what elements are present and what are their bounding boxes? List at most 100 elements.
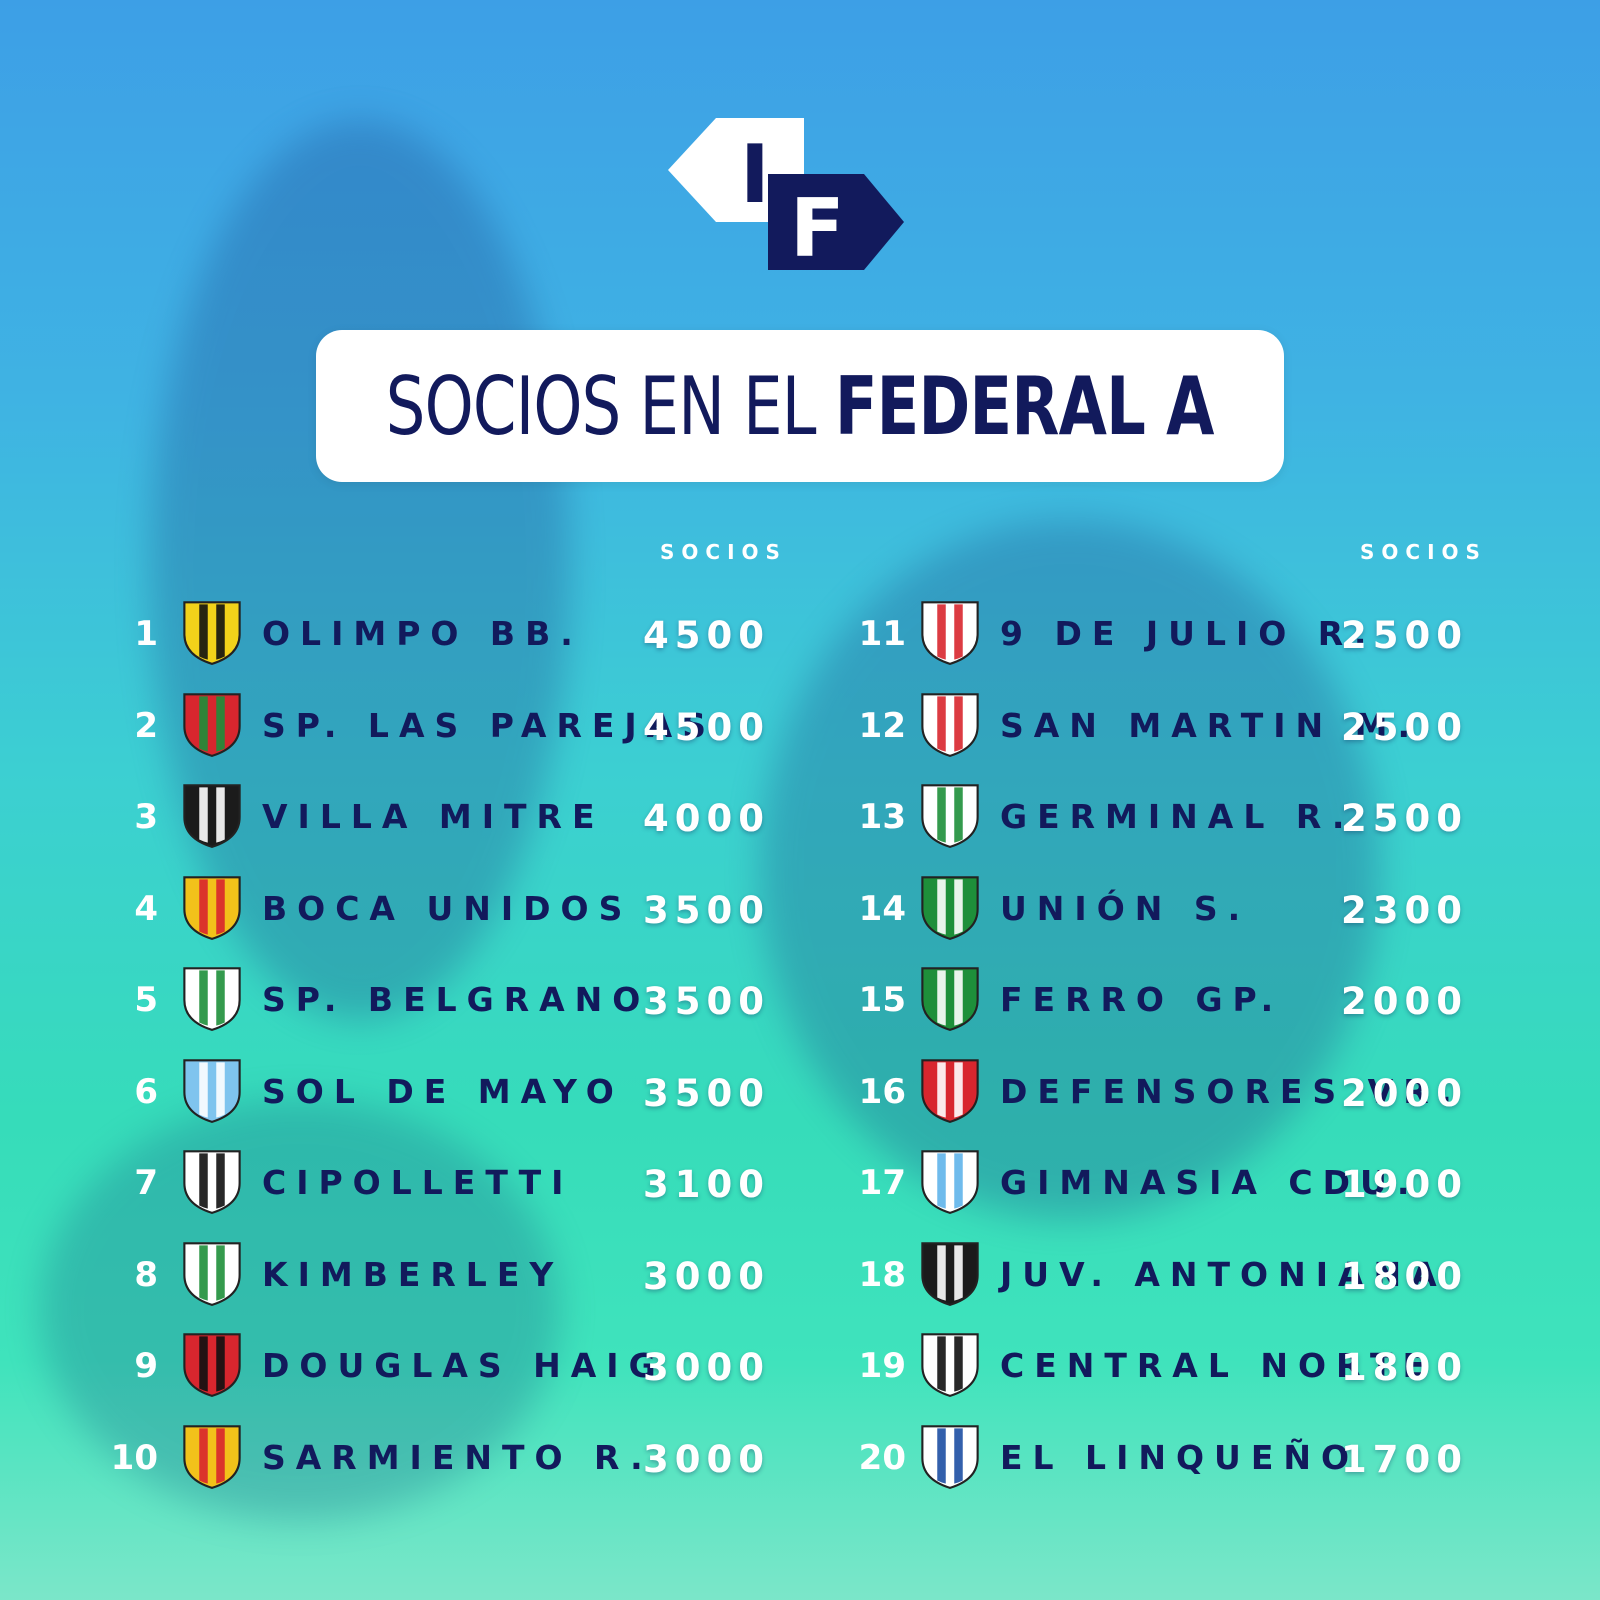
title-banner: SOCIOS EN EL FEDERAL A [316,330,1284,482]
rank-number: 6 [134,1071,158,1112]
table-row: 13 GERMINAL R. 2500 [0,775,1600,855]
table-row: 8 KIMBERLEY 3000 [0,1233,1600,1313]
villa-mitre-crest-icon [180,781,244,849]
club-name: OLIMPO BB. [262,614,583,653]
defensores-crest-icon [918,1056,982,1124]
table-row: 16 DEFENSORES VR. 2000 [0,1050,1600,1130]
table-row: 14 UNIÓN S. 2300 [0,867,1600,947]
club-name: DEFENSORES VR. [1000,1071,1462,1111]
sarmiento-crest-icon [180,1422,244,1490]
table-row: 11 9 DE JULIO R. 2500 [0,592,1600,672]
olimpo-crest-icon [180,598,244,666]
logo-letter-i: I [740,128,770,221]
rank-number: 7 [134,1163,158,1203]
rank-number: 15 [858,980,906,1020]
table-row: 5 SP. BELGRANO 3500 [0,958,1600,1038]
club-name: JUV. ANTONIANA [1000,1254,1447,1294]
socios-count: 4500 [643,614,770,657]
club-name: GIMNASIA CDU. [1000,1163,1420,1202]
title-light: SOCIOS EN EL [386,359,836,453]
rank-number: 3 [134,797,158,837]
rank-number: 16 [858,1071,906,1112]
kimberley-crest-icon [180,1239,244,1307]
union-crest-icon [918,873,982,941]
rank-number: 12 [858,705,906,746]
socios-count: 3500 [643,980,770,1023]
rank-number: 1 [134,614,158,654]
table-row: 4 BOCA UNIDOS 3500 [0,867,1600,947]
club-name: CENTRAL NORTE [1000,1346,1436,1385]
socios-count: 4500 [643,705,770,749]
san-martin-crest-icon [918,690,982,758]
table-row: 1 OLIMPO BB. 4500 [0,592,1600,672]
club-name: DOUGLAS HAIG [262,1346,666,1385]
socios-count: 3000 [643,1346,770,1389]
club-name: SP. LAS PAREJAS [262,705,716,745]
rank-number: 5 [134,980,158,1020]
germinal-crest-icon [918,781,982,849]
socios-count: 3000 [643,1254,770,1298]
socios-count: 1800 [1341,1346,1468,1389]
club-name: SARMIENTO R. [262,1437,653,1477]
socios-count: 3000 [643,1437,770,1481]
rank-number: 20 [858,1437,906,1478]
club-name: UNIÓN S. [1000,888,1251,928]
socios-count: 3500 [643,888,770,932]
rank-number: 18 [858,1254,906,1295]
gimnasia-crest-icon [918,1147,982,1215]
table-row: 17 GIMNASIA CDU. 1900 [0,1141,1600,1221]
rank-number: 17 [858,1163,906,1203]
cipolletti-crest-icon [180,1147,244,1215]
central-norte-crest-icon [918,1330,982,1398]
table-row: 3 VILLA MITRE 4000 [0,775,1600,855]
club-name: SAN MARTIN M. [1000,705,1420,745]
douglas-haig-crest-icon [180,1330,244,1398]
club-name: FERRO GP. [1000,980,1284,1019]
club-name: CIPOLLETTI [262,1163,574,1202]
socios-count: 2500 [1341,705,1468,749]
club-name: GERMINAL R. [1000,797,1355,836]
rank-number: 8 [134,1254,158,1295]
page-title: SOCIOS EN EL FEDERAL A [386,359,1215,453]
club-name: 9 DE JULIO R. [1000,614,1377,653]
club-name: EL LINQUEÑO [1000,1437,1360,1477]
rank-number: 11 [858,614,906,654]
if-logo: I F [668,118,904,275]
las-parejas-crest-icon [180,690,244,758]
table-row: 2 SP. LAS PAREJAS 4500 [0,684,1600,764]
socios-count: 1700 [1341,1437,1468,1481]
table-row: 7 CIPOLLETTI 3100 [0,1141,1600,1221]
socios-count: 1800 [1341,1254,1468,1298]
rank-number: 2 [134,705,158,746]
socios-count: 2500 [1341,614,1468,657]
table-row: 15 FERRO GP. 2000 [0,958,1600,1038]
club-name: SOL DE MAYO [262,1071,624,1111]
club-name: VILLA MITRE [262,797,605,836]
table-row: 10 SARMIENTO R. 3000 [0,1416,1600,1496]
logo-letter-f: F [790,182,845,275]
9-de-julio-crest-icon [918,598,982,666]
socios-count: 2000 [1341,980,1468,1023]
rank-number: 19 [858,1346,906,1386]
background-player-right [760,520,1380,1220]
sp-belgrano-crest-icon [180,964,244,1032]
table-row: 6 SOL DE MAYO 3500 [0,1050,1600,1130]
table-row: 19 CENTRAL NORTE 1800 [0,1324,1600,1404]
socios-count: 2500 [1341,797,1468,840]
table-row: 20 EL LINQUEÑO 1700 [0,1416,1600,1496]
club-name: SP. BELGRANO [262,980,651,1019]
club-name: KIMBERLEY [262,1254,564,1294]
rank-number: 10 [110,1437,158,1478]
socios-count: 4000 [643,797,770,840]
right-column-header: SOCIOS [1360,540,1487,564]
rank-number: 9 [134,1346,158,1386]
left-column-header: SOCIOS [660,540,787,564]
sol-de-mayo-crest-icon [180,1056,244,1124]
table-row: 9 DOUGLAS HAIG 3000 [0,1324,1600,1404]
background-player-left [150,120,570,1020]
socios-count: 1900 [1341,1163,1468,1206]
rank-number: 4 [134,888,158,929]
ferro-crest-icon [918,964,982,1032]
background-player-bottom [40,1100,560,1520]
rank-number: 13 [858,797,906,837]
